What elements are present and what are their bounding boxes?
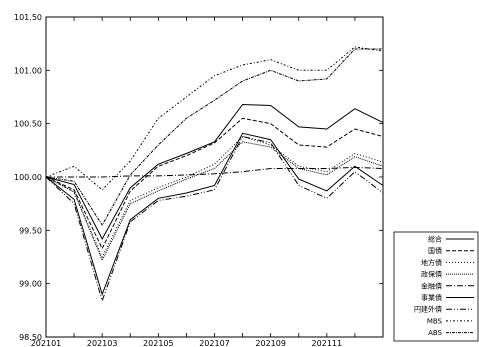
x-tick-label: 202111 <box>312 339 343 347</box>
series-line <box>45 103 384 240</box>
series-line <box>45 141 384 262</box>
x-tick-label: 202103 <box>87 339 118 347</box>
y-tick-label: 100.50 <box>14 120 42 129</box>
series-line <box>45 48 383 226</box>
y-axis: 101.50 101.00 100.50 100.00 99.50 99.00 98.50 <box>14 13 383 342</box>
x-tick-label: 202101 <box>31 339 62 347</box>
legend-label: 円建外債 <box>414 305 442 314</box>
x-tick-label: 202107 <box>199 339 230 347</box>
y-tick-label: 100.00 <box>14 173 42 182</box>
y-tick-label: 98.50 <box>19 333 42 342</box>
series-line <box>45 132 384 296</box>
legend-label: 国債 <box>428 246 442 255</box>
legend-label: 地方債 <box>421 258 442 267</box>
series-line <box>46 166 384 178</box>
legend-label: ABS <box>428 329 442 337</box>
y-tick-label: 99.00 <box>19 280 42 289</box>
y-tick-label: 101.00 <box>14 66 42 75</box>
legend-label: 総合 <box>428 235 442 244</box>
series-line <box>45 135 384 259</box>
y-tick-label: 99.50 <box>19 226 42 235</box>
y-tick-label: 101.50 <box>14 13 42 22</box>
legend-label: MBS <box>427 317 443 325</box>
series-line <box>45 117 384 250</box>
legend-box <box>393 231 479 342</box>
series-line <box>45 46 384 191</box>
x-axis: 202101 202103 202105 202107 202109 202111 <box>31 17 384 347</box>
legend-label: 政保債 <box>421 270 442 279</box>
x-tick-label: 202105 <box>143 339 174 347</box>
legend-label: 事業債 <box>421 293 442 302</box>
x-tick-label: 202109 <box>255 339 286 347</box>
legend-label: 金融債 <box>421 281 442 290</box>
series-layer <box>45 46 384 303</box>
plot-frame <box>45 16 384 338</box>
